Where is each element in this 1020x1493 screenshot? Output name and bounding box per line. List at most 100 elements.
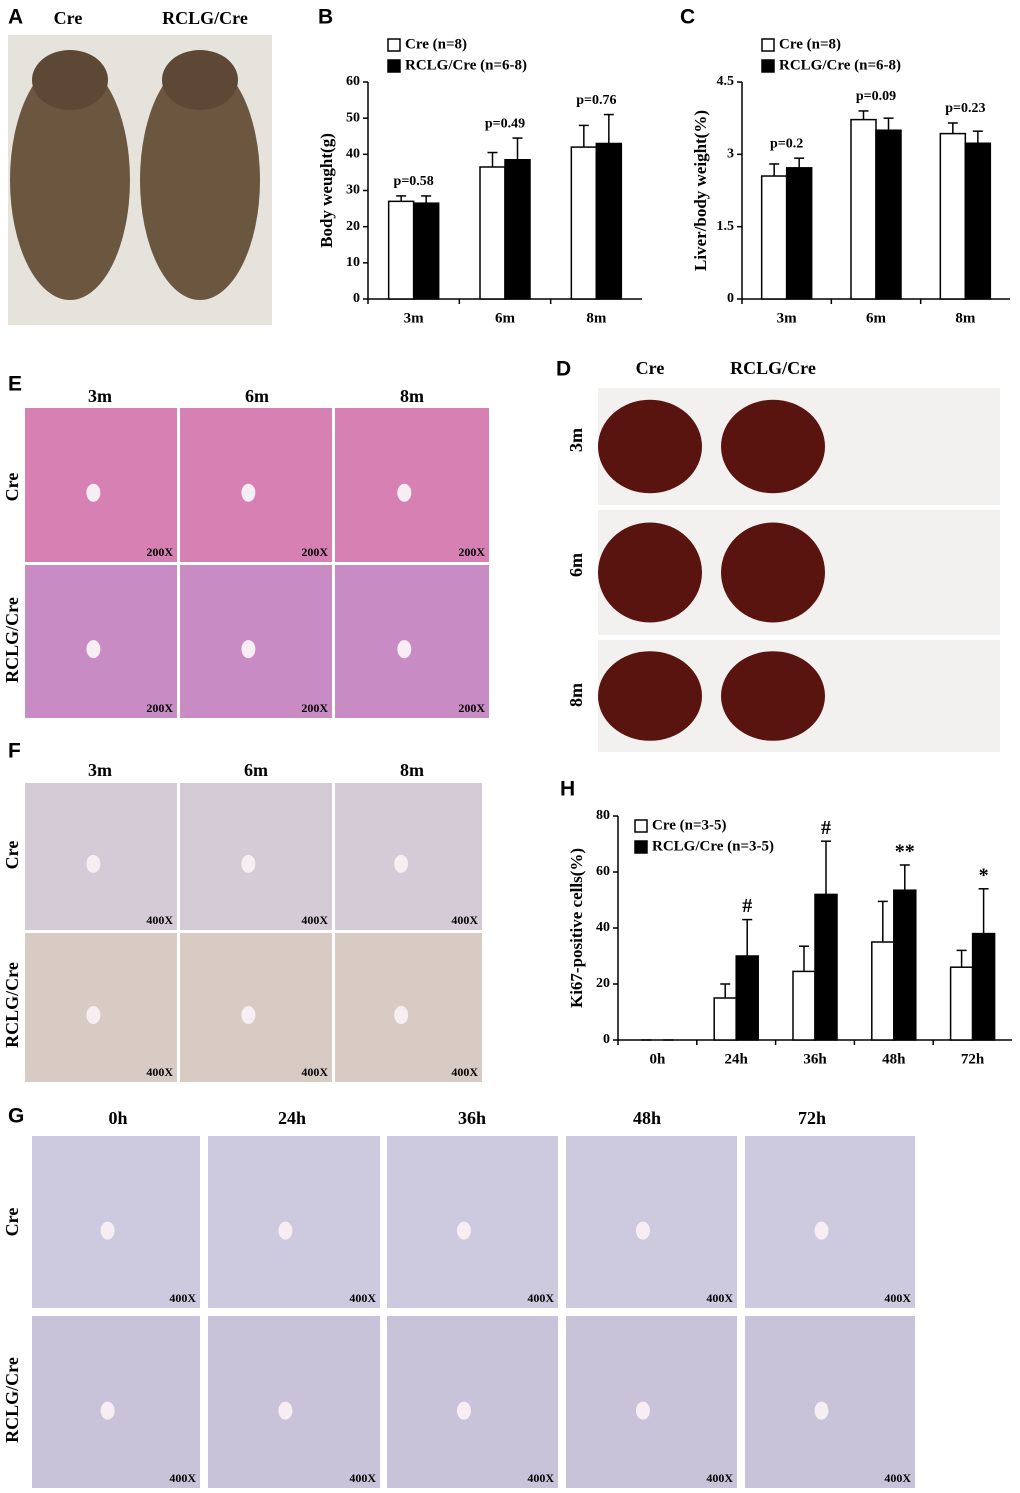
bar (871, 941, 895, 1041)
panel-label: B (318, 6, 333, 29)
vessel (100, 1221, 115, 1240)
micrograph (25, 408, 177, 562)
panel-label: F (8, 740, 21, 763)
vessel (241, 1005, 256, 1024)
bar (570, 146, 598, 300)
annotation: ** (895, 841, 915, 863)
magnification: 400X (527, 1471, 554, 1485)
y-tick-label: 10 (346, 255, 360, 270)
column-label: 3m (88, 386, 112, 406)
row-label: 8m (566, 683, 586, 707)
column-label: 8m (400, 760, 424, 780)
y-tick-label: 0 (603, 1032, 610, 1047)
row-label: Cre (2, 473, 22, 502)
annotation: p=0.76 (576, 93, 616, 108)
x-tick-label: 6m (866, 310, 887, 326)
y-tick-label: 20 (346, 219, 360, 234)
vessel (397, 640, 412, 659)
vessel (241, 640, 256, 659)
magnification: 200X (458, 545, 485, 559)
magnification: 400X (884, 1291, 911, 1305)
magnification: 200X (301, 545, 328, 559)
y-tick-label: 20 (596, 976, 610, 991)
legend-swatch (634, 840, 648, 854)
y-tick-label: 3 (727, 147, 734, 162)
magnification: 400X (301, 1065, 328, 1079)
column-label: 36h (458, 1108, 486, 1128)
y-tick-label: 1.5 (717, 219, 735, 234)
mouse-body (140, 60, 260, 300)
vessel (86, 1005, 101, 1024)
y-axis-label: Ki67-positive cells(%) (567, 848, 586, 1008)
bar (412, 202, 440, 300)
magnification: 400X (527, 1291, 554, 1305)
x-tick-label: 0h (649, 1051, 666, 1067)
annotation: # (821, 817, 831, 839)
x-tick-label: 24h (725, 1051, 749, 1067)
row-label: Cre (2, 841, 22, 870)
micrograph (745, 1136, 915, 1308)
magnification: 400X (301, 913, 328, 927)
vessel (86, 640, 101, 659)
y-axis-label: Body weught(g) (317, 133, 336, 248)
magnification: 400X (146, 913, 173, 927)
y-tick-label: 0 (353, 291, 360, 306)
y-axis-label: Liver/body weight(%) (691, 110, 710, 271)
liver (598, 651, 702, 741)
annotation: p=0.09 (856, 89, 896, 104)
magnification: 200X (146, 701, 173, 715)
column-label: 48h (633, 1108, 661, 1128)
liver (598, 522, 702, 623)
column-label: 72h (798, 1108, 826, 1128)
row-label: RCLG/Cre (2, 597, 22, 683)
micrograph (180, 565, 332, 718)
micrograph (566, 1316, 737, 1488)
bar (504, 159, 531, 300)
magnification: 400X (146, 1065, 173, 1079)
legend-swatch (761, 38, 775, 52)
magnification: 400X (706, 1291, 733, 1305)
y-tick-label: 60 (346, 74, 360, 89)
vessel (278, 1221, 293, 1240)
bar (387, 200, 415, 300)
y-tick-label: 4.5 (717, 74, 735, 89)
panel-label: E (8, 373, 22, 396)
x-tick-label: 8m (586, 310, 607, 326)
legend-label: RCLG/Cre (n=6-8) (405, 57, 527, 73)
bar (792, 970, 816, 1041)
micrograph (32, 1316, 200, 1488)
annotation: p=0.23 (945, 101, 985, 116)
annotation: p=0.58 (394, 174, 434, 189)
panel-label: C (680, 6, 695, 29)
bar (949, 966, 974, 1041)
column-label: RCLG/Cre (730, 358, 816, 378)
legend-swatch (387, 59, 401, 73)
legend-swatch (387, 38, 401, 52)
column-label: Cre (54, 8, 83, 28)
vessel (100, 1401, 115, 1420)
micrograph (180, 783, 332, 930)
vessel (241, 854, 256, 873)
micrograph (335, 783, 482, 930)
legend-label: RCLG/Cre (n=3-5) (652, 838, 774, 854)
magnification: 200X (146, 545, 173, 559)
y-tick-label: 30 (346, 183, 360, 198)
column-label: 0h (108, 1108, 127, 1128)
y-tick-label: 0 (727, 291, 734, 306)
liver (721, 399, 825, 494)
mouse-head (32, 50, 108, 110)
bar (971, 932, 996, 1041)
micrograph (25, 933, 177, 1082)
bar (479, 166, 506, 300)
bar (713, 997, 737, 1041)
bar (785, 167, 813, 300)
micrograph (335, 565, 489, 718)
vessel (456, 1221, 471, 1240)
y-tick-label: 40 (596, 920, 610, 935)
column-label: 3m (88, 760, 112, 780)
row-label: Cre (2, 1208, 22, 1237)
panel-label: D (556, 358, 571, 381)
y-tick-label: 60 (596, 864, 610, 879)
